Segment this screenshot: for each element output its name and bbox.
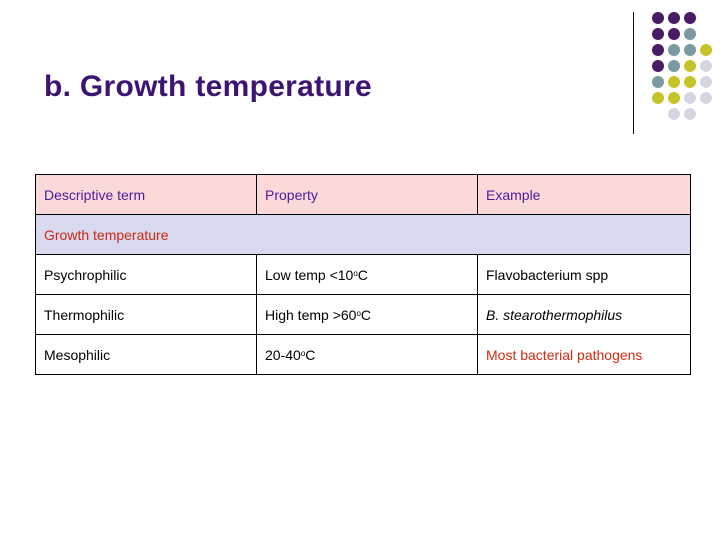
decor-dot [684,108,696,120]
table-row: Psychrophilic Low temp <10oC Flavobacter… [35,254,691,295]
table-header-row: Descriptive term Property Example [35,174,691,215]
decorative-dot-grid [0,0,728,140]
growth-temperature-table: Descriptive term Property Example Growth… [35,174,691,375]
decor-dot [684,44,696,56]
decor-dot [700,60,712,72]
decor-dot [668,12,680,24]
property-value: Low temp <10 [265,266,354,283]
decor-dot [652,12,664,24]
decor-dot [668,44,680,56]
decor-dot [652,28,664,40]
decor-dot [668,28,680,40]
decor-dot [668,108,680,120]
cell-term: Psychrophilic [35,254,257,295]
decor-dot [652,60,664,72]
group-label: Growth temperature [35,214,691,255]
decor-dot [652,44,664,56]
degree-mark: o [353,268,358,278]
cell-term: Mesophilic [35,334,257,375]
header-descriptive-term: Descriptive term [35,174,257,215]
decor-dot [684,28,696,40]
decor-dot [684,12,696,24]
decor-dot [700,44,712,56]
cell-property: High temp >60oC [256,294,478,335]
decorative-vertical-rule [633,12,634,134]
property-value: 20-40 [265,346,301,363]
cell-property: Low temp <10oC [256,254,478,295]
cell-property: 20-40oC [256,334,478,375]
slide-title: b. Growth temperature [44,70,373,103]
property-value: High temp >60 [265,306,357,323]
decor-dot [700,92,712,104]
header-property: Property [256,174,478,215]
decor-dot [668,92,680,104]
decor-dot [668,60,680,72]
table-group-row: Growth temperature [35,214,691,255]
table-row: Mesophilic 20-40oC Most bacterial pathog… [35,334,691,375]
property-unit: C [360,306,372,323]
cell-example: B. stearothermophilus [477,294,691,335]
decor-dot [652,92,664,104]
header-example: Example [477,174,691,215]
decor-dot [684,60,696,72]
property-unit: C [357,266,368,283]
degree-mark: o [300,348,306,358]
decor-dot [684,92,696,104]
cell-term: Thermophilic [35,294,257,335]
cell-example: Flavobacterium spp [477,254,691,295]
table-row: Thermophilic High temp >60oC B. stearoth… [35,294,691,335]
decor-dot [668,76,680,88]
property-unit: C [305,346,316,363]
decor-dot [684,76,696,88]
cell-example: Most bacterial pathogens [477,334,691,375]
decor-dot [652,76,664,88]
decor-dot [700,76,712,88]
degree-mark: o [356,308,361,318]
